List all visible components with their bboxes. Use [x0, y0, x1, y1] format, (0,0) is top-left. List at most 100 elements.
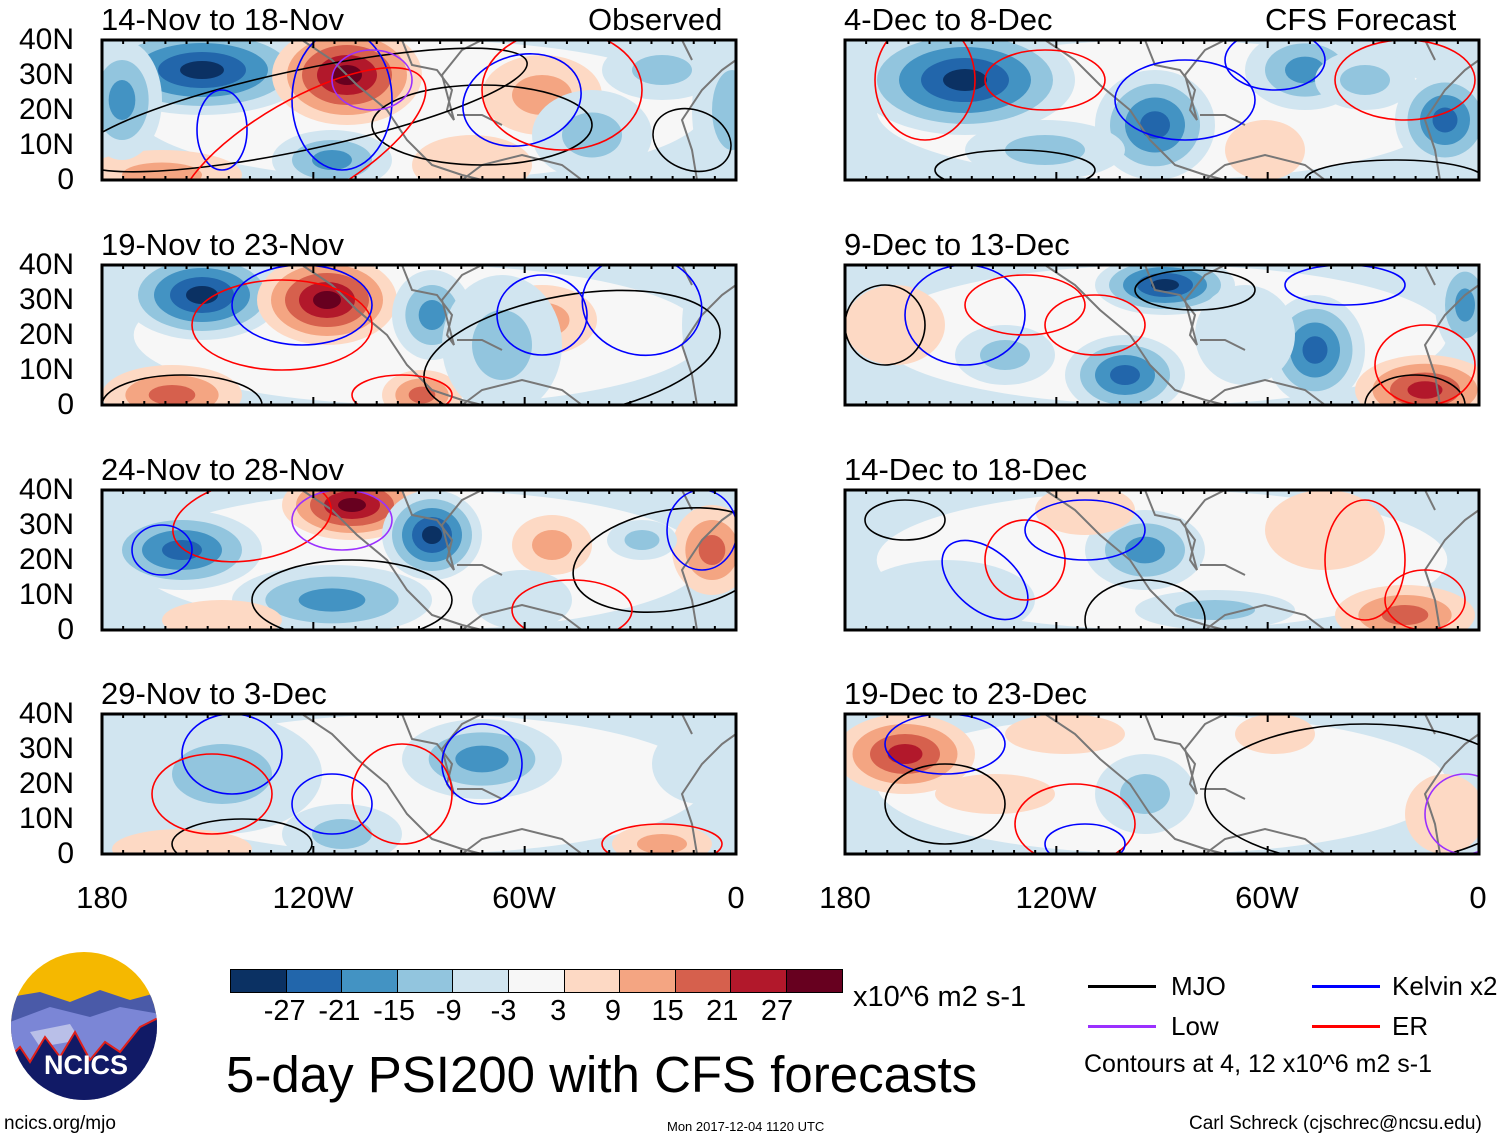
panel-date-range: 9-Dec to 13-Dec [844, 227, 1070, 262]
x-tick-label: 120W [272, 880, 354, 915]
psi-anomaly-contour-fill [624, 530, 660, 550]
psi-anomaly-contour-fill [682, 265, 736, 395]
psi-anomaly-contour-fill [455, 745, 509, 773]
ncics-logo: NCICS [11, 952, 157, 1100]
y-tick-label: 40N [18, 23, 74, 56]
psi200-map-panel [843, 263, 1481, 407]
colorbar-swatch [231, 970, 287, 992]
psi-anomaly-contour-fill [1175, 600, 1255, 620]
psi-anomaly-contour-fill [472, 570, 572, 630]
mjo-contour [171, 818, 313, 854]
psi200-map-panel [843, 38, 1481, 182]
psi-anomaly-contour-fill [108, 80, 136, 120]
y-tick-label: 0 [57, 837, 74, 870]
coastline [301, 40, 736, 180]
coastline [1044, 265, 1479, 405]
psi-anomaly-contour-fill [422, 526, 442, 544]
colorbar [230, 969, 843, 993]
y-tick-label: 0 [57, 613, 74, 646]
x-tick-label: 0 [727, 880, 745, 915]
x-tick-label: 60W [492, 880, 556, 915]
colorbar-tick-label: 3 [550, 995, 567, 1027]
mjo-contour [1084, 579, 1206, 630]
legend-line-kelvin [1312, 985, 1380, 988]
psi-anomaly-contour-fill [1432, 107, 1458, 133]
psi-anomaly-contour-fill [112, 829, 252, 854]
colorbar-tick-label: 27 [760, 995, 794, 1027]
legend-line-er [1312, 1025, 1380, 1028]
y-tick-label: 10N [18, 578, 74, 611]
timestamp: Mon 2017-12-04 1120 UTC [667, 1119, 825, 1134]
colorbar-tick-label: -3 [490, 995, 517, 1027]
y-tick-label: 10N [18, 128, 74, 161]
mjo-contour [934, 149, 1096, 180]
mjo-contour [102, 47, 528, 173]
psi-anomaly-contour-fill [1340, 65, 1390, 95]
coastline [1044, 714, 1479, 854]
psi-anomaly-contour-fill [1405, 774, 1479, 854]
y-tick-label: 20N [18, 93, 74, 126]
psi-anomaly-contour-fill [162, 600, 282, 630]
colorbar-swatch [620, 970, 676, 992]
colorbar-swatch [453, 970, 509, 992]
psi200-map-panel [100, 38, 738, 182]
logo-text: NCICS [44, 1050, 128, 1080]
mjo-contour [1304, 159, 1479, 180]
er-contour [1324, 499, 1406, 621]
psi-anomaly-contour-fill [1005, 714, 1125, 754]
kelvin-contour [291, 773, 373, 835]
kelvin-contour [462, 53, 582, 147]
kelvin-contour [1024, 499, 1146, 561]
kelvin-contour [941, 539, 1029, 621]
er-contour [1374, 324, 1476, 405]
er-contour [1384, 569, 1466, 630]
psi-anomaly-contour-fill [1035, 490, 1135, 535]
psi-anomaly-contour-fill [532, 530, 572, 560]
kelvin-contour [1224, 40, 1326, 91]
er-contour [1334, 40, 1476, 121]
x-tick-label: 120W [1015, 880, 1097, 915]
colorbar-tick-label: -15 [373, 995, 416, 1027]
panel-date-range: 19-Dec to 23-Dec [844, 676, 1087, 711]
psi-anomaly-contour-fill [312, 150, 352, 170]
mjo-contour [423, 289, 721, 405]
mjo-contour [864, 499, 946, 541]
psi-anomaly-contour-fill [935, 774, 1055, 814]
psi-anomaly-contour-fill [845, 285, 945, 365]
y-tick-label: 30N [18, 732, 74, 765]
y-tick-label: 0 [57, 388, 74, 421]
colorbar-tick-label: 9 [604, 995, 621, 1027]
source-link[interactable]: ncics.org/mjo [4, 1113, 116, 1134]
er-contour [984, 49, 1106, 111]
kelvin-contour [581, 265, 703, 357]
psi-anomaly-contour-fill [338, 498, 366, 512]
y-tick-label: 40N [18, 248, 74, 281]
x-tick-label: 60W [1235, 880, 1299, 915]
legend-label-mjo: MJO [1171, 971, 1226, 1001]
y-tick-label: 20N [18, 767, 74, 800]
mjo-contour [1364, 374, 1466, 405]
psi200-map-panel [843, 712, 1481, 856]
psi-anomaly-contour-fill [312, 819, 372, 849]
mjo-contour [572, 506, 736, 614]
psi-anomaly-contour-fill [943, 69, 987, 91]
psi-anomaly-contour-fill [1381, 605, 1429, 625]
psi-anomaly-contour-fill [1225, 120, 1305, 180]
colorbar-swatch [508, 970, 565, 992]
y-tick-label: 40N [18, 473, 74, 506]
mjo-contour [845, 284, 926, 366]
psi-anomaly-contour-fill [855, 560, 1035, 630]
psi-anomaly-contour-fill [186, 286, 218, 304]
psi-anomaly-contour-fill [637, 834, 687, 854]
er-contour [984, 519, 1066, 601]
panel-date-range: 4-Dec to 8-Dec [844, 2, 1053, 37]
psi200-map-panel [100, 263, 738, 407]
psi200-map-panel [100, 712, 738, 856]
colorbar-tick-label: 21 [706, 995, 739, 1027]
psi-anomaly-contour-fill [1407, 381, 1443, 399]
panel-date-range: 14-Nov to 18-Nov [101, 2, 344, 37]
forecast-label: CFS Forecast [1265, 2, 1457, 37]
x-tick-label: 180 [819, 880, 871, 915]
x-tick-label: 0 [1469, 880, 1487, 915]
kelvin-contour [904, 265, 1026, 366]
